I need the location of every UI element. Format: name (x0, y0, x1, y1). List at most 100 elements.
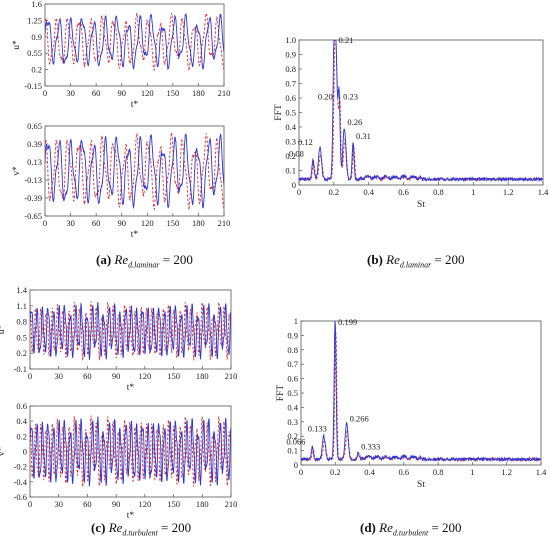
x-tick-label: 0 (43, 88, 47, 98)
y-tick-label: 0.8 (285, 64, 296, 74)
x-tick-label: 180 (192, 218, 205, 228)
y-axis-label: v* (12, 166, 22, 176)
x-tick-label: 120 (138, 371, 151, 381)
y-tick-label: 0.7 (287, 359, 298, 369)
x-tick-label: 150 (167, 371, 180, 381)
caption-c-re: Re (109, 520, 123, 535)
y-tick-label: 0.8 (16, 317, 27, 327)
chart-a-u: 0 30 60 90 120 150 180 210-0.150.20.550.91.251.… (12, 0, 230, 110)
y-tick-label: 0.39 (27, 139, 42, 149)
y-tick-label: -0.13 (24, 175, 42, 185)
peak-label: 0.31 (356, 131, 371, 141)
y-tick-label: 0.9 (31, 32, 42, 42)
x-tick-label: 0.2 (330, 467, 341, 477)
y-tick-label: -0.1 (14, 364, 27, 374)
y-axis-label: FFT (274, 104, 284, 121)
y-tick-label: 0.8 (287, 345, 298, 355)
x-tick-label: 60 (83, 499, 92, 509)
caption-b-re: Re (386, 252, 400, 267)
y-tick-label: 0.6 (16, 401, 27, 411)
y-tick-label: 0.4 (16, 416, 27, 426)
y-axis-label: u* (0, 325, 7, 335)
x-tick-label: 90 (117, 218, 126, 228)
x-tick-label: 150 (166, 88, 179, 98)
peak-label: 0.333 (361, 441, 380, 451)
caption-d-re: Re (379, 520, 393, 535)
y-tick-label: 0.2 (16, 348, 27, 358)
y-tick-label: 1.6 (31, 0, 42, 9)
x-axis-label: t* (131, 100, 139, 110)
x-tick-label: 0.4 (364, 467, 375, 477)
y-tick-label: 0 (294, 460, 298, 470)
x-tick-label: 150 (166, 218, 179, 228)
caption-a-sub: d.laminar (128, 261, 159, 270)
peak-label: 0.26 (347, 117, 362, 127)
x-tick-label: 1.4 (538, 187, 549, 197)
x-tick-label: 120 (141, 88, 154, 98)
y-tick-label: -0.6 (14, 492, 27, 502)
y-tick-label: 0.4 (287, 402, 298, 412)
caption-a-letter: (a) (96, 252, 111, 267)
y-tick-label: 0.4 (285, 122, 296, 132)
x-tick-label: 180 (196, 371, 209, 381)
peak-label: 0.08 (289, 148, 304, 158)
chart-d-fft: 0 0.2 0.4 0.6 0.8 1 1.2 1.4 0 0.1 0.2 0.3 0.4 0.5 0.6 0… (276, 316, 547, 490)
x-tick-label: 0.6 (398, 187, 409, 197)
y-axis-label: v* (0, 447, 7, 457)
x-tick-label: 1.2 (501, 467, 512, 477)
y-tick-label: 0.9 (285, 50, 296, 60)
caption-a-re: Re (114, 252, 128, 267)
x-tick-label: 0.2 (329, 187, 340, 197)
y-tick-label: 0.6 (285, 93, 296, 103)
y-tick-label: -0.15 (24, 81, 42, 91)
y-tick-label: 0 (23, 447, 27, 457)
peak-label: 0.21 (339, 35, 354, 45)
peak-label: 0.23 (343, 91, 358, 101)
x-tick-label: 120 (141, 218, 154, 228)
y-axis-label: FFT (276, 385, 286, 402)
y-tick-label: 0.5 (16, 332, 27, 342)
y-tick-label: 1 (294, 316, 298, 326)
x-tick-label: 0.8 (433, 187, 444, 197)
plot-frame (299, 40, 543, 185)
y-tick-label: 0 (292, 180, 296, 190)
x-tick-label: 210 (218, 218, 231, 228)
x-tick-label: 30 (54, 499, 63, 509)
caption-d-letter: (d) (360, 520, 376, 535)
x-axis-label: t* (127, 383, 135, 393)
caption-d-sub: d.turbulent (393, 529, 428, 538)
y-tick-label: 0.2 (16, 431, 27, 441)
x-tick-label: 30 (66, 88, 75, 98)
x-tick-label: 1 (470, 467, 474, 477)
y-tick-label: 0.3 (285, 137, 296, 147)
caption-b-eq: = 200 (434, 252, 464, 267)
y-tick-label: -0.39 (24, 193, 42, 203)
x-tick-label: 210 (225, 371, 238, 381)
caption-d: (d) Red.turbulent = 200 (360, 520, 462, 538)
y-tick-label: 0.3 (287, 417, 298, 427)
caption-d-eq: = 200 (431, 520, 461, 535)
y-tick-label: 1.1 (16, 301, 27, 311)
caption-b: (b) Red.laminar = 200 (367, 252, 465, 270)
y-tick-label: 0.13 (27, 157, 42, 167)
x-tick-label: 1.4 (536, 467, 547, 477)
x-axis-label: t* (131, 230, 139, 240)
x-tick-label: 0 (43, 218, 47, 228)
x-tick-label: 0.4 (363, 187, 374, 197)
x-tick-label: 1.2 (503, 187, 514, 197)
x-tick-label: 120 (138, 499, 151, 509)
peak-label: 0.20 (318, 91, 333, 101)
y-tick-label: 0.1 (287, 446, 298, 456)
y-axis-label: u* (12, 40, 22, 50)
peak-label: 0.133 (308, 424, 327, 434)
x-tick-label: 60 (92, 88, 101, 98)
x-tick-label: 90 (112, 371, 121, 381)
y-tick-label: 0.2 (31, 65, 42, 75)
peak-label: 0.12 (298, 137, 313, 147)
y-tick-label: 1.25 (27, 15, 42, 25)
x-axis-label: St (417, 200, 425, 210)
chart-b-fft: 0 0.2 0.4 0.6 0.8 1 1.2 1.4 0 0.1 0.2 0.3 0.4 0.5 0.6 0… (274, 35, 549, 210)
y-tick-label: -0.65 (24, 211, 42, 221)
peak-label: 0.066 (286, 437, 305, 447)
peak-label: 0.266 (350, 414, 369, 424)
